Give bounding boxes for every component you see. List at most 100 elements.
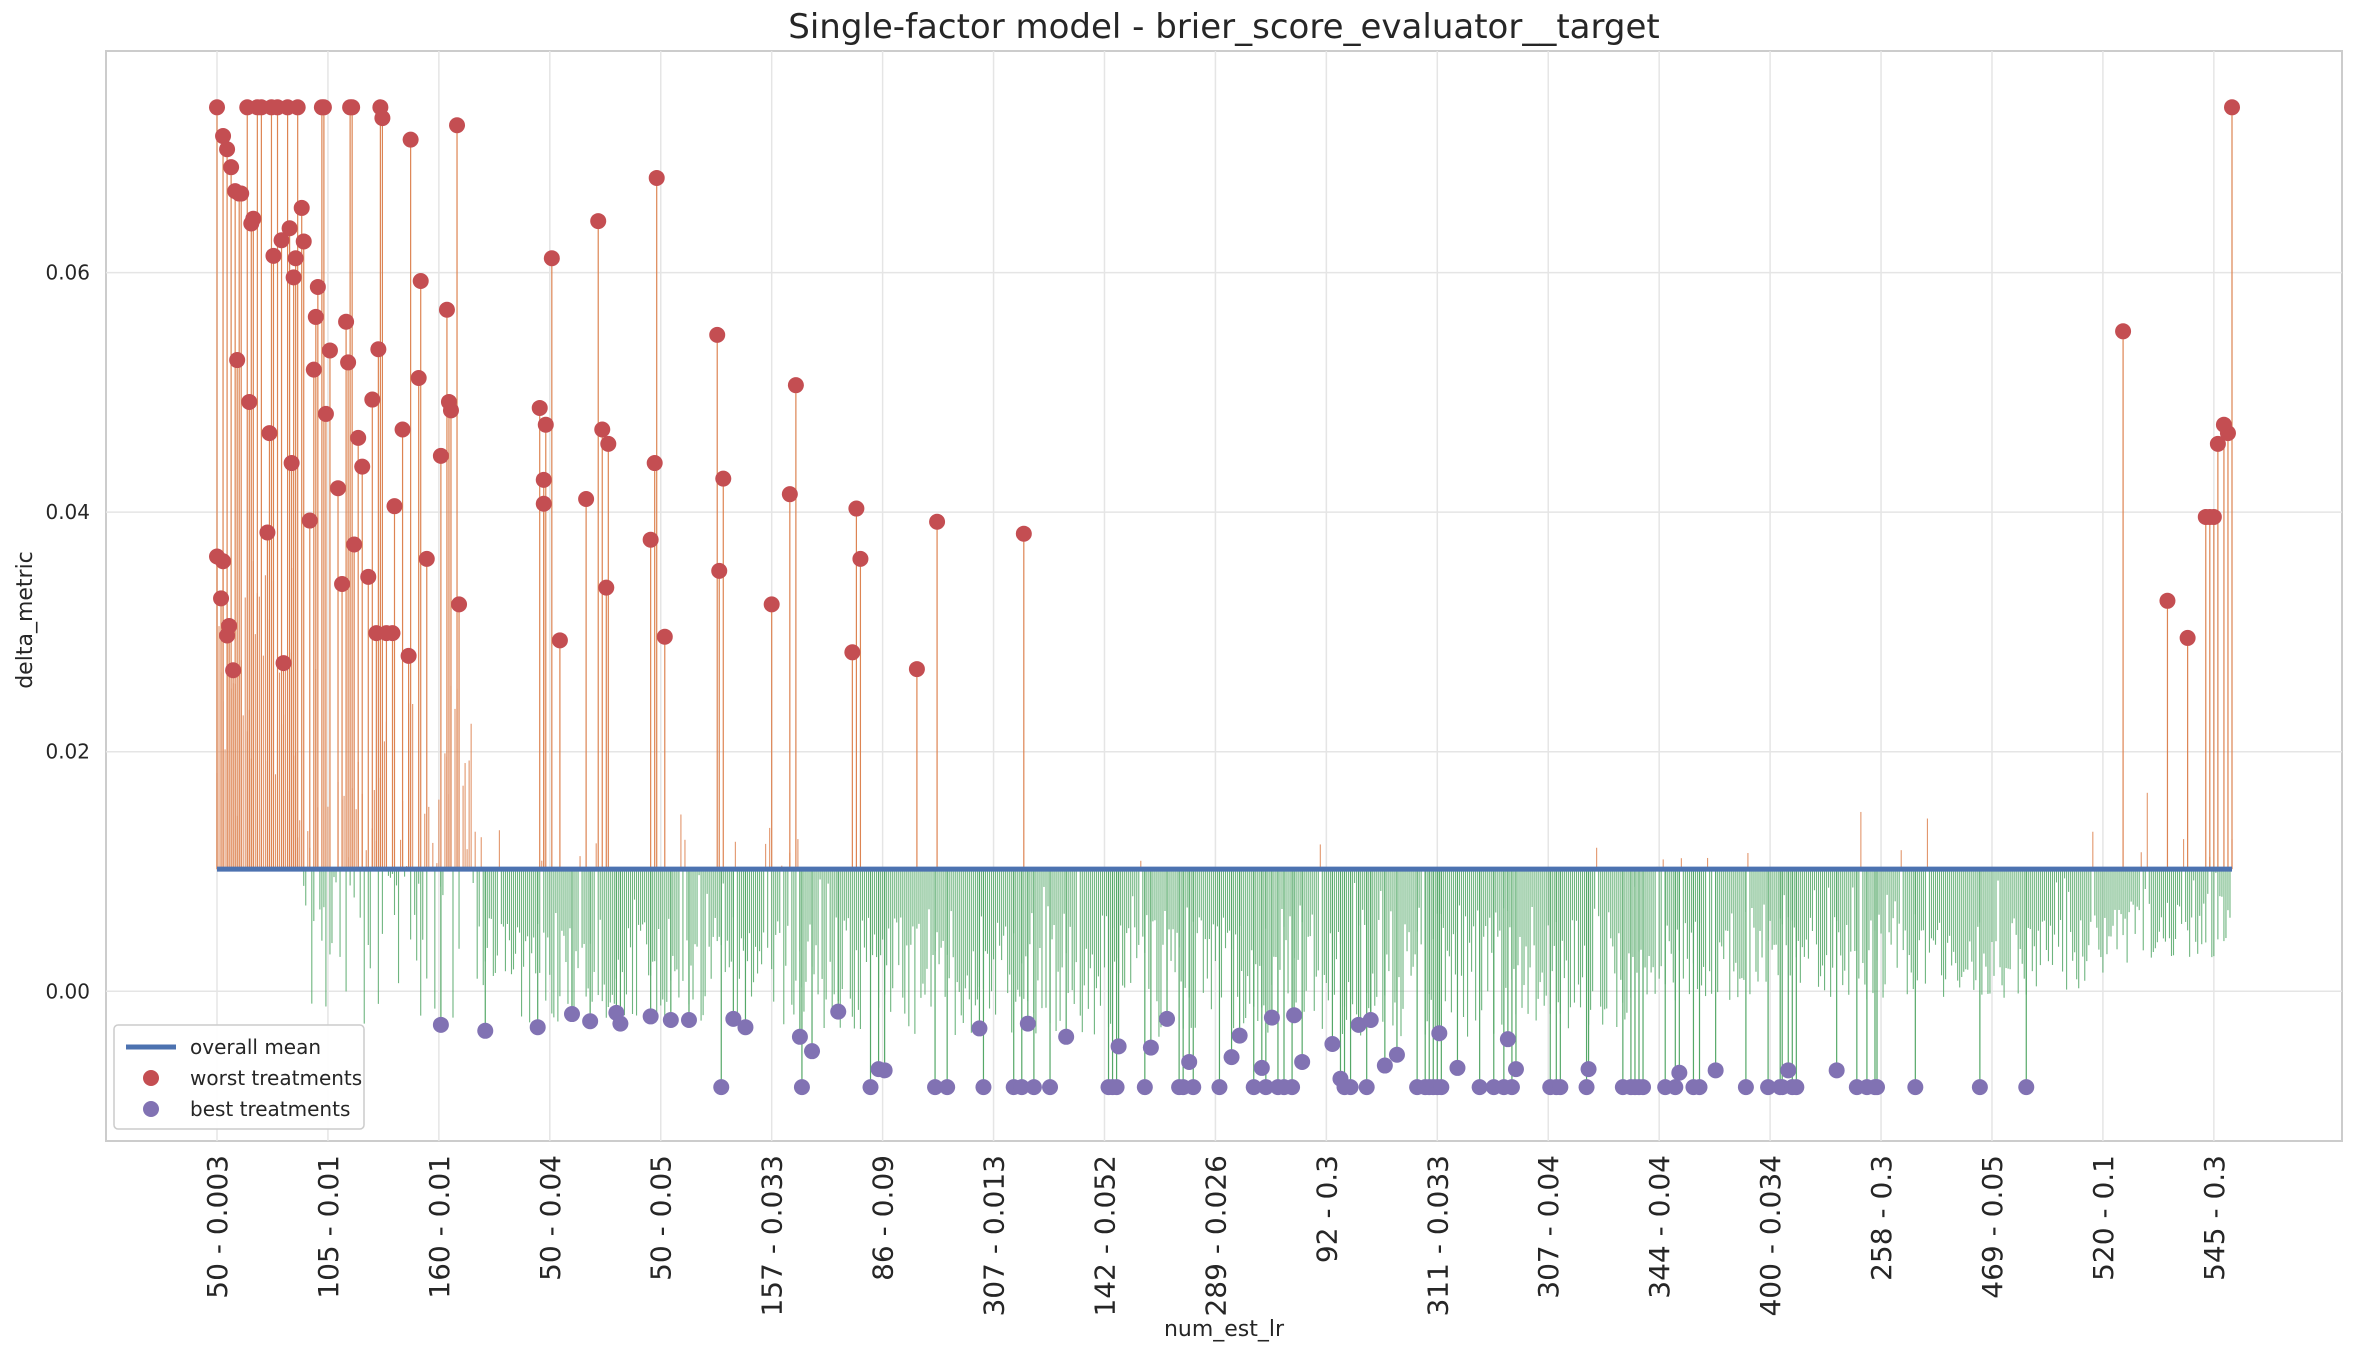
best-treatment-point [1828,1062,1845,1079]
worst-treatment-point [531,399,548,416]
x-tick-label: 92 - 0.3 [1310,1155,1343,1263]
worst-treatment-point [309,278,326,295]
worst-treatment-point [763,596,780,613]
x-tick-label: 289 - 0.026 [1199,1155,1232,1317]
best-treatment-point [582,1013,599,1030]
best-treatment-point [1707,1062,1724,1079]
worst-treatment-point [225,662,242,679]
best-treatment-point [830,1003,847,1020]
worst-treatment-point [848,500,865,517]
best-treatment-point [1253,1059,1270,1076]
worst-treatment-point [307,308,324,325]
worst-treatment-point [590,213,607,230]
worst-treatment-point [535,495,552,512]
best-treatment-point [1231,1027,1248,1044]
best-treatment-point [1324,1035,1341,1052]
y-tick-label: 0.02 [45,740,90,764]
worst-treatment-point [233,185,250,202]
worst-treatment-point [315,99,332,116]
x-tick-label: 86 - 0.09 [867,1155,900,1281]
worst-treatment-point [384,625,401,642]
best-treatment-point [1211,1079,1228,1096]
worst-treatment-point [340,354,357,371]
legend-label-mean: overall mean [190,1035,321,1059]
best-treatment-point [793,1079,810,1096]
x-axis-label: num_est_lr [1164,1317,1285,1342]
worst-treatment-point [908,661,925,678]
best-treatment-point [1362,1012,1379,1029]
best-treatment-point [1737,1079,1754,1096]
best-treatment-point [1552,1079,1569,1096]
best-treatment-point [1058,1028,1075,1045]
worst-treatment-point [283,455,300,472]
worst-treatment-point [334,576,351,593]
worst-treatment-point [293,199,310,216]
worst-treatment-point [787,377,804,394]
worst-treatment-point [781,486,798,503]
best-treatment-point [1284,1079,1301,1096]
worst-treatment-point [221,617,238,634]
worst-treatment-point [275,655,292,672]
legend-label-best: best treatments [190,1097,350,1121]
worst-treatment-point [287,250,304,267]
x-tick-label: 157 - 0.033 [756,1155,789,1317]
worst-treatment-point [594,421,611,438]
best-treatment-point [1376,1057,1393,1074]
best-treatment-point [737,1019,754,1036]
y-axis-label: delta_metric [13,551,38,689]
x-tick-label: 469 - 0.05 [1976,1155,2009,1299]
best-treatment-point [1471,1079,1488,1096]
best-treatment-point [791,1028,808,1045]
worst-treatment-point [537,416,554,433]
best-treatment-point [1503,1079,1520,1096]
worst-treatment-point [281,220,298,237]
best-treatment-point [971,1020,988,1037]
worst-treatment-point [285,269,302,286]
worst-treatment-point [412,272,429,289]
x-tick-label: 50 - 0.05 [645,1155,678,1281]
worst-treatment-point [241,393,258,410]
best-treatment-point [1286,1007,1303,1024]
x-tick-label: 520 - 0.1 [2087,1155,2120,1281]
best-treatment-point [642,1008,659,1025]
axis-ticks: 0.00 0.02 0.04 0.06 50 - 0.003 105 - 0.01 160 … [45,261,2230,1317]
worst-treatment-point [295,233,312,250]
best-treatment-point [1350,1016,1367,1033]
worst-treatment-point [1015,525,1032,542]
best-treatment-point [1185,1079,1202,1096]
chart-title: Single-factor model - brier_score_evalua… [788,7,1659,47]
best-treatment-point [1671,1064,1688,1081]
x-tick-label: 142 - 0.052 [1088,1155,1121,1317]
best-treatment-point [1025,1079,1042,1096]
x-tick-label: 545 - 0.3 [2198,1155,2231,1281]
worst-treatment-point [350,429,367,446]
worst-treatment-point [2115,323,2132,340]
best-treatment-point [725,1010,742,1027]
worst-treatment-point [402,131,419,148]
worst-treatment-point [642,531,659,548]
worst-treatment-point [245,210,262,227]
worst-treatment-point [410,370,427,386]
worst-treatment-point [301,512,318,529]
worst-treatment-point [317,405,334,422]
worst-treatment-point [259,524,276,541]
best-treatment-point [662,1012,679,1029]
x-tick-label: 311 - 0.033 [1421,1155,1454,1317]
worst-treatment-point [451,596,468,613]
x-tick-label: 400 - 0.034 [1754,1155,1787,1317]
worst-treatment-point [578,490,595,507]
legend-worst-swatch [143,1070,159,1086]
worst-treatment-point [2224,99,2240,116]
best-treatments-series [432,1003,2035,1096]
worst-treatment-point [535,471,552,488]
worst-treatment-point [646,455,663,472]
worst-treatment-point [2205,508,2222,525]
best-treatment-point [1869,1079,1886,1096]
best-treatment-point [927,1079,944,1096]
worst-treatment-point [394,421,411,438]
x-tick-label: 160 - 0.01 [423,1155,456,1299]
best-treatment-point [1019,1015,1036,1032]
worst-treatment-point [213,590,230,607]
worst-treatment-point [551,632,568,649]
best-treatment-point [939,1079,956,1096]
